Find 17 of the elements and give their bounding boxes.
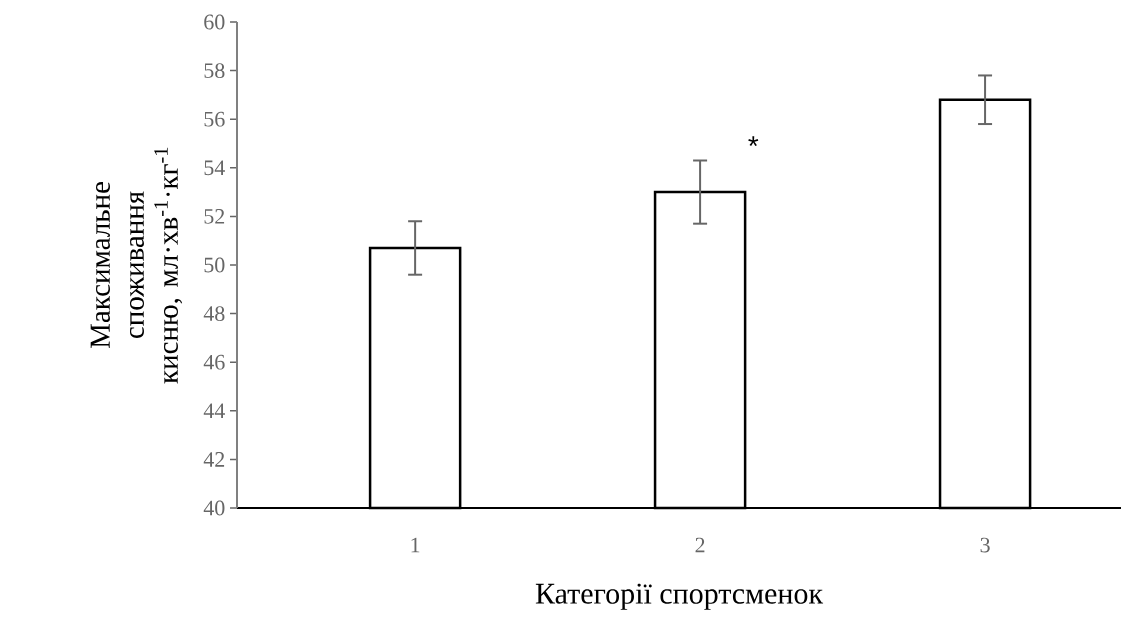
x-tick-label: 1 <box>411 537 420 553</box>
x-tick-label: 2 <box>695 537 705 553</box>
y-tick-label: 46 <box>203 354 225 370</box>
x-tick-label: 3 <box>980 537 990 553</box>
y-tick-label: 50 <box>204 257 225 273</box>
y-tick-label: 60 <box>204 14 225 30</box>
y-tick-label: 42 <box>203 452 225 467</box>
annotation: * <box>748 136 759 147</box>
y-tick-label: 58 <box>204 63 225 79</box>
x-axis-title: Категорії спортсменок <box>535 583 824 610</box>
y-tick-label: 52 <box>204 208 225 224</box>
y-tick-label: 54 <box>204 160 225 176</box>
y-axis-title: Максимальне споживання кисню, мл·хв$^{-1}$·кг$^{-1}$ <box>90 147 183 384</box>
y-tick-label: 44 <box>203 403 225 419</box>
y-tick-label: 56 <box>204 111 225 127</box>
y-tick-label: 40 <box>203 500 225 516</box>
y-tick-label: 48 <box>203 306 225 322</box>
